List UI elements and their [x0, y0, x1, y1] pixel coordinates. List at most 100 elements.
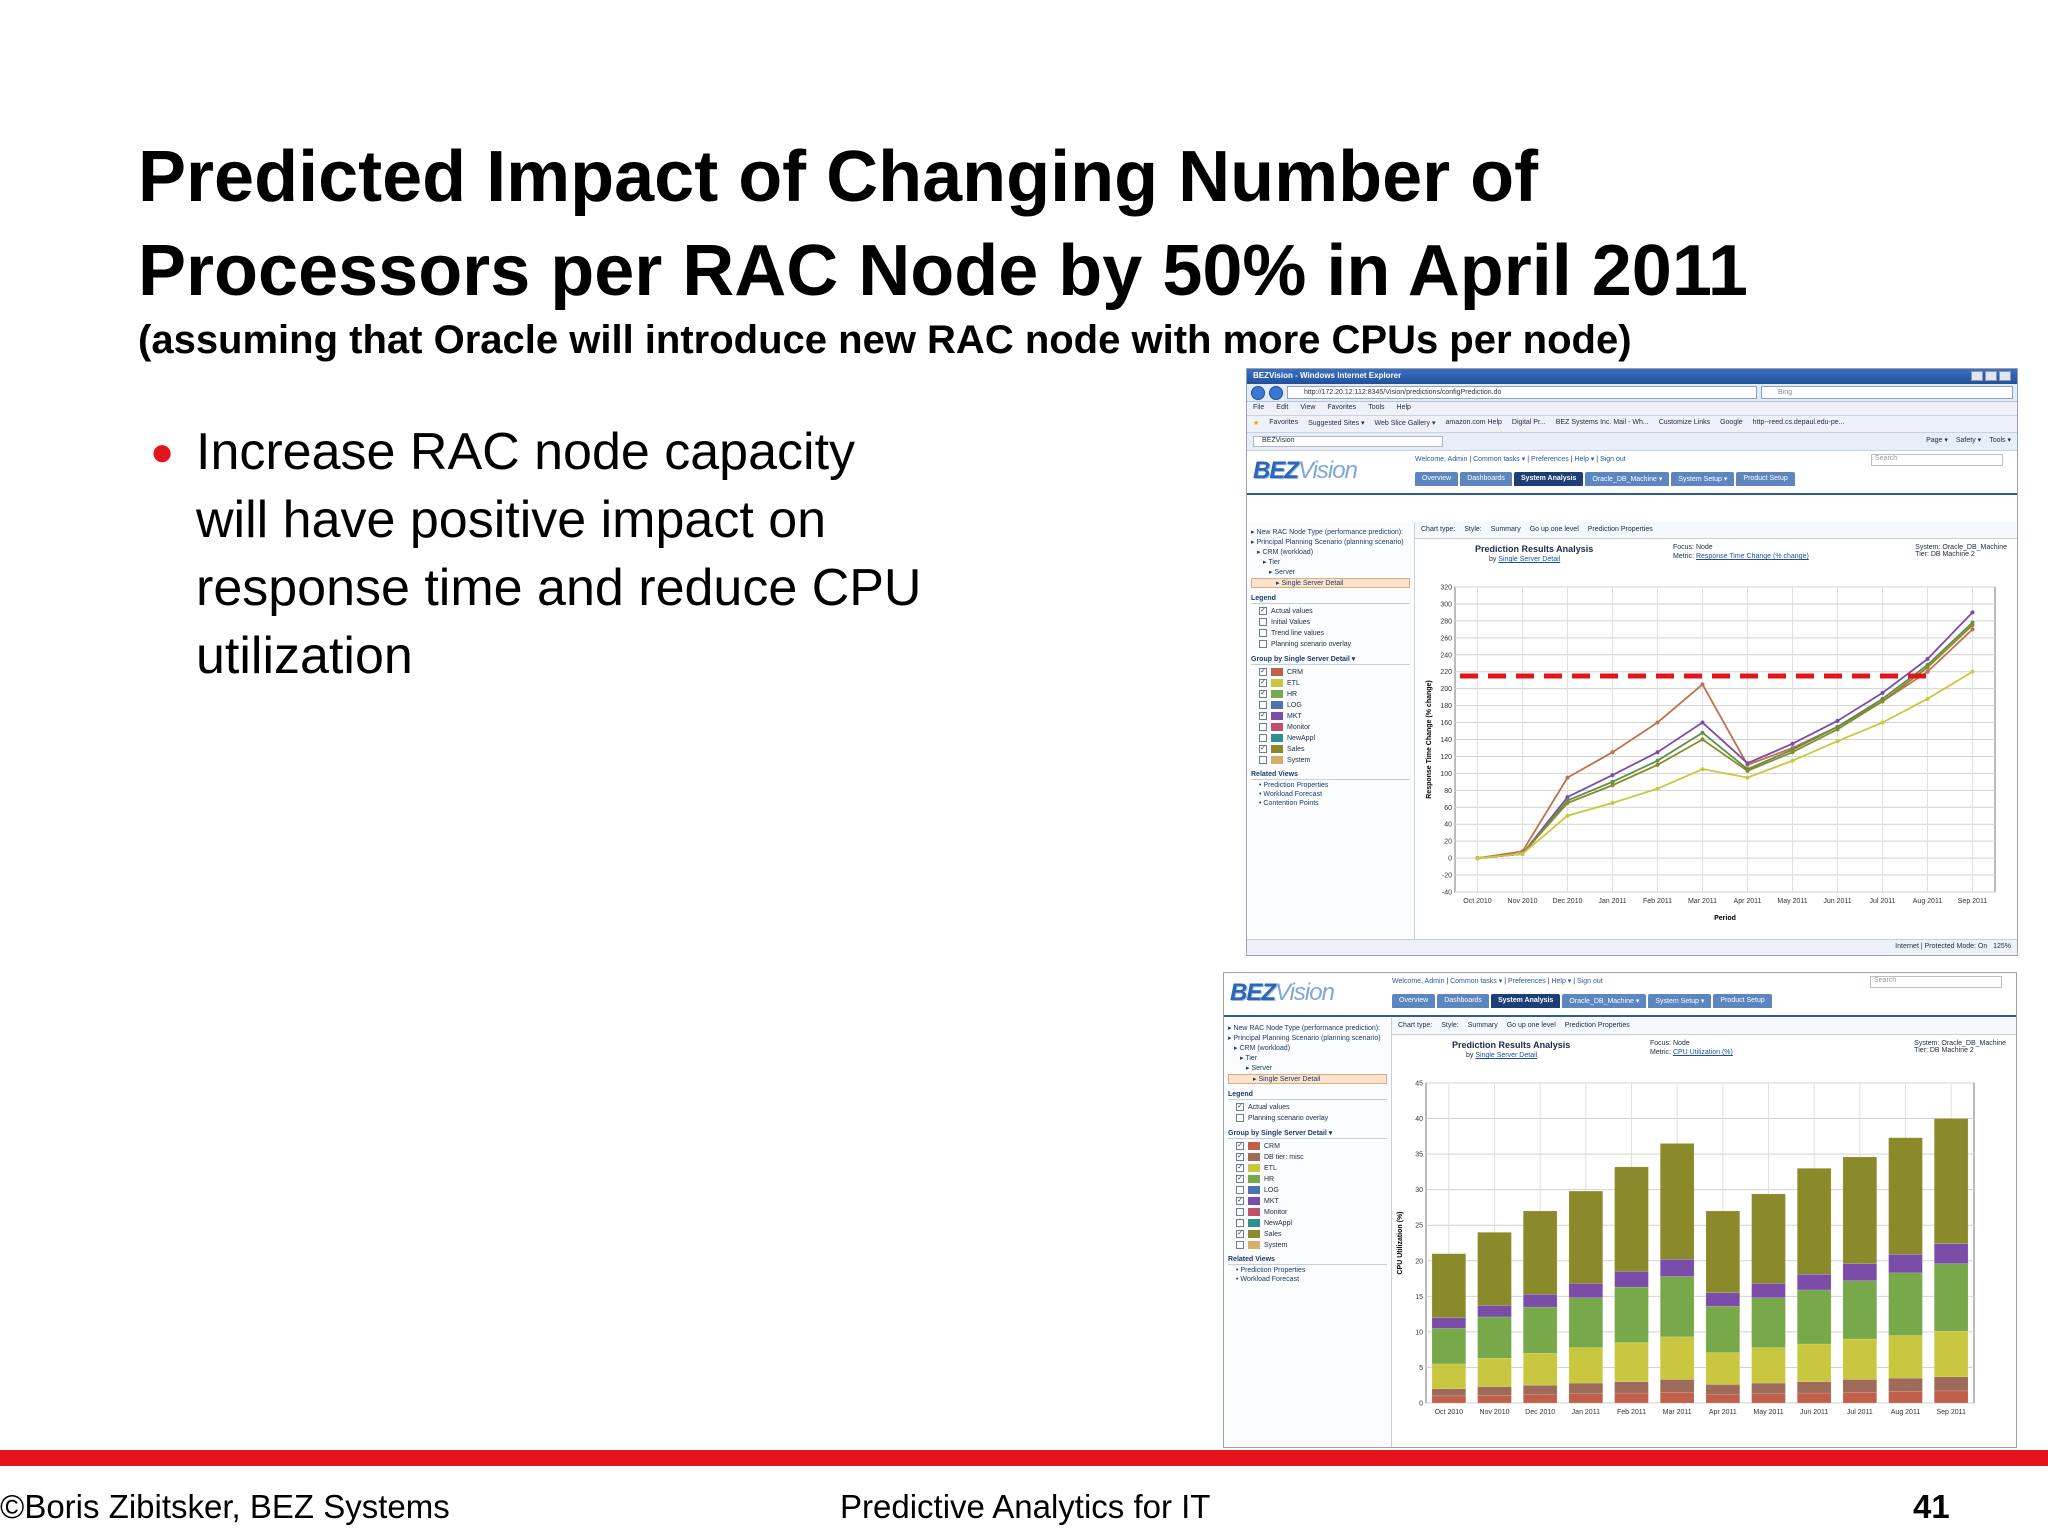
menu-item-file[interactable]: File [1253, 404, 1265, 411]
header-link[interactable]: Preferences [1507, 978, 1546, 985]
group-item-monitor[interactable]: Monitor [1236, 1208, 1387, 1216]
toolbar-item[interactable]: Style: [1464, 526, 1482, 533]
related-view-link[interactable]: • Prediction Properties [1259, 782, 1329, 789]
ie-command[interactable]: Safety ▾ [1955, 437, 1982, 444]
related-view-link[interactable]: • Workload Forecast [1259, 791, 1323, 798]
toolbar-item[interactable]: Chart type: [1421, 526, 1456, 533]
checkbox[interactable] [1236, 1186, 1244, 1194]
checkbox[interactable] [1259, 734, 1267, 742]
tab-oracle-db-machine[interactable]: Oracle_DB_Machine ▾ [1585, 472, 1670, 486]
group-item-system[interactable]: System [1236, 1241, 1387, 1249]
app-search-input[interactable]: Search [1871, 454, 2003, 466]
header-link[interactable]: Common tasks ▾ [1450, 978, 1503, 985]
ie-tab[interactable]: BEZVision [1253, 436, 1443, 447]
group-item-etl[interactable]: ✓ ETL [1236, 1164, 1387, 1172]
favorites-link[interactable]: Customize Links [1658, 419, 1711, 426]
checkbox[interactable]: ✓ [1236, 1230, 1244, 1238]
maximize-icon[interactable] [1985, 371, 1997, 381]
group-item-mkt[interactable]: ✓ MKT [1259, 712, 1410, 720]
tree-node[interactable]: ▸ Server [1246, 1065, 1273, 1072]
menu-item-favorites[interactable]: Favorites [1327, 404, 1357, 411]
checkbox[interactable]: ✓ [1259, 607, 1267, 615]
group-item-hr[interactable]: ✓ HR [1236, 1175, 1387, 1183]
tab-oracle-db-machine[interactable]: Oracle_DB_Machine ▾ [1562, 994, 1647, 1008]
group-item-crm[interactable]: ✓ CRM [1259, 668, 1410, 676]
group-item-db-tier-misc[interactable]: ✓ DB tier: misc [1236, 1153, 1387, 1161]
tree-node[interactable]: ▸ Single Server Detail [1251, 578, 1410, 588]
checkbox[interactable]: ✓ [1259, 712, 1267, 720]
back-icon[interactable] [1251, 385, 1265, 400]
group-item-sales[interactable]: ✓ Sales [1236, 1230, 1387, 1238]
menu-item-help[interactable]: Help [1396, 404, 1411, 411]
related-view-link[interactable]: • Prediction Properties [1236, 1267, 1306, 1274]
ie-search-field[interactable]: Bing [1761, 386, 2013, 399]
header-link[interactable]: Help ▾ [1551, 978, 1572, 985]
ie-command[interactable]: Page ▾ [1926, 437, 1948, 444]
tab-dashboards[interactable]: Dashboards [1437, 994, 1489, 1008]
url-field[interactable]: http://172.20.12.112:8345/Vision/predict… [1287, 386, 1757, 399]
tree-node[interactable]: ▸ Tier [1263, 559, 1281, 566]
favorites-star-icon[interactable]: ★ [1253, 420, 1260, 427]
tree-node[interactable]: ▸ Single Server Detail [1228, 1074, 1387, 1084]
legend-item[interactable]: ✓ Actual values [1259, 607, 1410, 615]
checkbox[interactable]: ✓ [1259, 668, 1267, 676]
metric-link[interactable]: CPU Utilization (%) [1672, 1049, 1733, 1056]
tree-node[interactable]: ▸ New RAC Node Type (performance predict… [1228, 1025, 1381, 1032]
checkbox[interactable] [1236, 1114, 1244, 1122]
header-link[interactable]: Sign out [1577, 978, 1603, 985]
checkbox[interactable]: ✓ [1259, 745, 1267, 753]
header-link[interactable]: Common tasks ▾ [1473, 456, 1526, 463]
close-icon[interactable] [1999, 371, 2011, 381]
toolbar-item[interactable]: Go up one level [1529, 526, 1579, 533]
checkbox[interactable] [1259, 756, 1267, 764]
minimize-icon[interactable] [1971, 371, 1983, 381]
related-view-link[interactable]: • Contention Points [1259, 800, 1319, 807]
tab-system-analysis[interactable]: System Analysis [1490, 994, 1561, 1008]
tab-dashboards[interactable]: Dashboards [1460, 472, 1512, 486]
favorites-link[interactable]: Digital Pr... [1511, 419, 1546, 426]
checkbox[interactable] [1236, 1208, 1244, 1216]
group-item-sales[interactable]: ✓ Sales [1259, 745, 1410, 753]
group-item-system[interactable]: System [1259, 756, 1410, 764]
tree-node[interactable]: ▸ Server [1269, 569, 1296, 576]
checkbox[interactable]: ✓ [1236, 1175, 1244, 1183]
app-search-input[interactable]: Search [1870, 976, 2002, 988]
toolbar-item[interactable]: Chart type: [1398, 1022, 1433, 1029]
legend-item[interactable]: Initial Values [1259, 618, 1410, 626]
ie-command[interactable]: Tools ▾ [1989, 437, 2011, 444]
favorites-link[interactable]: BEZ Systems Inc. Mail - Wh... [1555, 419, 1649, 426]
checkbox[interactable]: ✓ [1259, 690, 1267, 698]
checkbox[interactable]: ✓ [1236, 1142, 1244, 1150]
checkbox[interactable]: ✓ [1236, 1103, 1244, 1111]
group-heading[interactable]: Group by Single Server Detail ▾ [1251, 655, 1410, 665]
tab-system-analysis[interactable]: System Analysis [1513, 472, 1584, 486]
header-link[interactable]: Help ▾ [1574, 456, 1595, 463]
toolbar-item[interactable]: Summary [1467, 1022, 1498, 1029]
checkbox[interactable] [1236, 1241, 1244, 1249]
tab-system-setup[interactable]: System Setup ▾ [1648, 994, 1712, 1008]
header-link[interactable]: Preferences [1530, 456, 1569, 463]
legend-item[interactable]: Trend line values [1259, 629, 1410, 637]
favorites-link[interactable]: amazon.com Help [1445, 419, 1502, 426]
group-item-etl[interactable]: ✓ ETL [1259, 679, 1410, 687]
forward-icon[interactable] [1269, 385, 1283, 400]
group-item-crm[interactable]: ✓ CRM [1236, 1142, 1387, 1150]
favorites-link[interactable]: Web Slice Gallery ▾ [1374, 420, 1436, 427]
checkbox[interactable] [1259, 618, 1267, 626]
zoom-level[interactable]: 125% [1993, 943, 2011, 950]
checkbox[interactable]: ✓ [1259, 679, 1267, 687]
group-heading[interactable]: Group by Single Server Detail ▾ [1228, 1129, 1387, 1139]
tab-product-setup[interactable]: Product Setup [1713, 994, 1772, 1008]
checkbox[interactable] [1259, 640, 1267, 648]
by-link[interactable]: Single Server Detail [1475, 1052, 1538, 1059]
tab-system-setup[interactable]: System Setup ▾ [1671, 472, 1735, 486]
tree-node[interactable]: ▸ Tier [1240, 1055, 1258, 1062]
by-link[interactable]: Single Server Detail [1498, 556, 1561, 563]
group-item-hr[interactable]: ✓ HR [1259, 690, 1410, 698]
tab-overview[interactable]: Overview [1415, 472, 1459, 486]
favorites-link[interactable]: http--reed.cs.depaul.edu-pe... [1752, 419, 1845, 426]
checkbox[interactable]: ✓ [1236, 1164, 1244, 1172]
menu-item-edit[interactable]: Edit [1276, 404, 1289, 411]
menu-item-tools[interactable]: Tools [1368, 404, 1385, 411]
metric-link[interactable]: Response Time Change (% change) [1695, 553, 1809, 560]
